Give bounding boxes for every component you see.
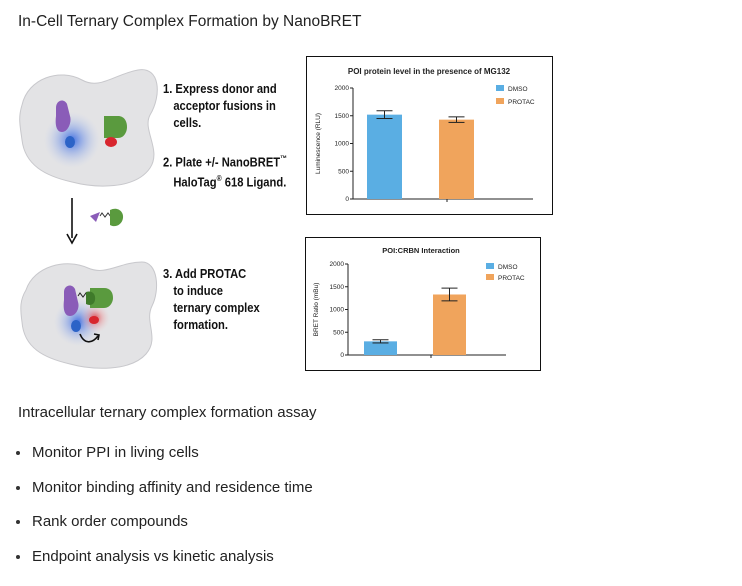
step-2-text: 2. Plate +/- NanoBRET™ HaloTag® 618 Liga… bbox=[163, 150, 287, 191]
nanobret-figure: 1. Express donor and acceptor fusions in… bbox=[19, 56, 553, 371]
bar-protac bbox=[433, 294, 466, 355]
halotag-acceptor-icon bbox=[104, 116, 127, 138]
assay-bullet-list: Monitor PPI in living cells Monitor bind… bbox=[14, 444, 313, 582]
bullet-dot-icon bbox=[16, 451, 20, 455]
y-tick-label: 1000 bbox=[330, 307, 345, 314]
bullet-text: Monitor PPI in living cells bbox=[32, 444, 199, 461]
bar-dmso bbox=[364, 341, 397, 355]
step-2-halotag: HaloTag bbox=[173, 174, 217, 190]
page-title: In-Cell Ternary Complex Formation by Nan… bbox=[18, 13, 362, 30]
bar-dmso bbox=[367, 114, 402, 199]
y-axis-label: BRET Ratio (mBu) bbox=[313, 283, 320, 337]
y-tick-label: 1500 bbox=[330, 284, 345, 291]
legend-swatch bbox=[486, 274, 494, 280]
y-tick-label: 2000 bbox=[330, 261, 345, 268]
legend-label: PROTAC bbox=[498, 275, 525, 282]
step-2-ligand: 618 Ligand. bbox=[221, 174, 287, 190]
legend-label: PROTAC bbox=[508, 99, 535, 106]
step-1-line-1: 1. Express donor and bbox=[163, 81, 277, 96]
cell-illustration-top bbox=[19, 69, 158, 187]
chart-title: POI protein level in the presence of MG1… bbox=[348, 67, 511, 76]
list-item: Rank order compounds bbox=[14, 513, 313, 548]
chart-title: POI:CRBN Interaction bbox=[382, 246, 460, 255]
step-3-line-1: 3. Add PROTAC bbox=[163, 266, 247, 281]
bar-protac bbox=[439, 119, 474, 199]
step-1-line-2: acceptor fusions in bbox=[173, 98, 276, 113]
legend-label: DMSO bbox=[498, 264, 518, 271]
bullet-text: Rank order compounds bbox=[32, 513, 188, 530]
bullet-dot-icon bbox=[16, 554, 20, 559]
protac-molecule-icon bbox=[90, 208, 124, 227]
nanoluc-donor-icon bbox=[55, 100, 71, 132]
legend-swatch bbox=[486, 263, 494, 269]
step-3-line-4: formation. bbox=[173, 317, 228, 332]
chart-poi-protein-level: POI protein level in the presence of MG1… bbox=[306, 56, 553, 215]
cell-illustration-bottom bbox=[20, 261, 158, 369]
y-tick-label: 1500 bbox=[335, 113, 350, 120]
step-3-line-2: to induce bbox=[173, 283, 224, 298]
bullet-dot-icon bbox=[16, 520, 20, 524]
legend-swatch bbox=[496, 98, 504, 104]
step-3-text: 3. Add PROTAC to induce ternary complex … bbox=[163, 265, 260, 333]
list-item: Monitor binding affinity and residence t… bbox=[14, 479, 313, 514]
bullet-text: Monitor binding affinity and residence t… bbox=[32, 478, 313, 496]
y-tick-label: 0 bbox=[340, 352, 344, 359]
registered-mark: ® bbox=[216, 174, 222, 184]
y-axis-label: Luminescence (RLU) bbox=[315, 113, 322, 174]
step-1-text: 1. Express donor and acceptor fusions in… bbox=[163, 80, 277, 131]
down-arrow-icon bbox=[66, 198, 78, 245]
step-2-line-1: 2. Plate +/- NanoBRET bbox=[163, 154, 281, 170]
list-item: Endpoint analysis vs kinetic analysis bbox=[14, 548, 313, 583]
y-tick-label: 500 bbox=[333, 329, 344, 336]
legend-swatch bbox=[496, 85, 504, 91]
assay-heading: Intracellular ternary complex formation … bbox=[18, 404, 317, 421]
step-1-line-3: cells. bbox=[173, 115, 202, 130]
chart-poi-crbn-interaction-svg: POI:CRBN Interaction 0 500 1000 1500 2000 BRET… bbox=[313, 246, 525, 359]
chart-poi-crbn-interaction: POI:CRBN Interaction 0 500 1000 1500 2000 BRET… bbox=[305, 237, 541, 371]
y-tick-label: 1000 bbox=[335, 141, 350, 148]
bullet-dot-icon bbox=[16, 485, 20, 490]
list-item: Monitor PPI in living cells bbox=[14, 444, 313, 479]
illustration-layer bbox=[19, 69, 158, 369]
y-tick-label: 0 bbox=[345, 196, 349, 203]
legend-label: DMSO bbox=[508, 86, 528, 93]
y-tick-label: 500 bbox=[338, 168, 349, 175]
step-3-line-3: ternary complex bbox=[173, 300, 260, 315]
trademark-mark: ™ bbox=[280, 154, 287, 163]
bullet-text: Endpoint analysis vs kinetic analysis bbox=[32, 547, 274, 565]
y-tick-label: 2000 bbox=[335, 85, 350, 92]
chart-poi-protein-level-svg: POI protein level in the presence of MG1… bbox=[315, 67, 535, 203]
